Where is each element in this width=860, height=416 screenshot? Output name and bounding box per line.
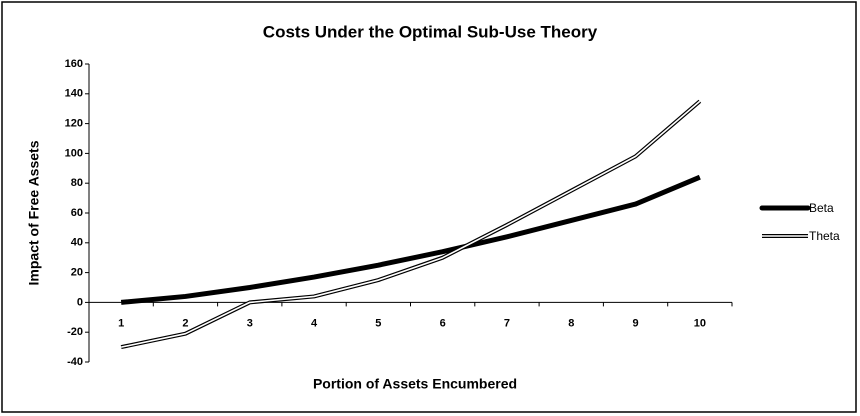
line (120, 174, 701, 305)
legend-label: Beta (809, 201, 834, 215)
y-tick-label: 0 (77, 296, 83, 308)
x-tick-label: 7 (504, 317, 510, 329)
x-tick-label: 5 (375, 317, 381, 329)
x-tick-label: 2 (182, 317, 188, 329)
x-axis-label: Portion of Assets Encumbered (313, 376, 517, 392)
y-tick-label: 140 (65, 88, 83, 100)
y-axis-label: Impact of Free Assets (26, 140, 42, 285)
y-tick-label: 20 (71, 267, 83, 279)
chart-title: Costs Under the Optimal Sub-Use Theory (263, 22, 598, 41)
y-tick-label: 60 (71, 207, 83, 219)
y-tick-label: 80 (71, 177, 83, 189)
y-tick-label: 120 (65, 118, 83, 130)
x-tick-label: 9 (632, 317, 638, 329)
line (120, 100, 701, 348)
x-tick-label: 10 (694, 317, 706, 329)
x-tick-label: 1 (118, 317, 124, 329)
x-tick-label: 6 (440, 317, 446, 329)
y-tick-label: 160 (65, 58, 83, 70)
legend-label: Theta (809, 229, 840, 243)
x-tick-label: 8 (568, 317, 574, 329)
y-tick-label: -40 (67, 356, 83, 368)
x-tick-label: 4 (311, 317, 318, 329)
y-tick-label: -20 (67, 326, 83, 338)
y-tick-label: 100 (65, 147, 83, 159)
x-tick-label: 3 (247, 317, 253, 329)
y-tick-label: 40 (71, 237, 83, 249)
